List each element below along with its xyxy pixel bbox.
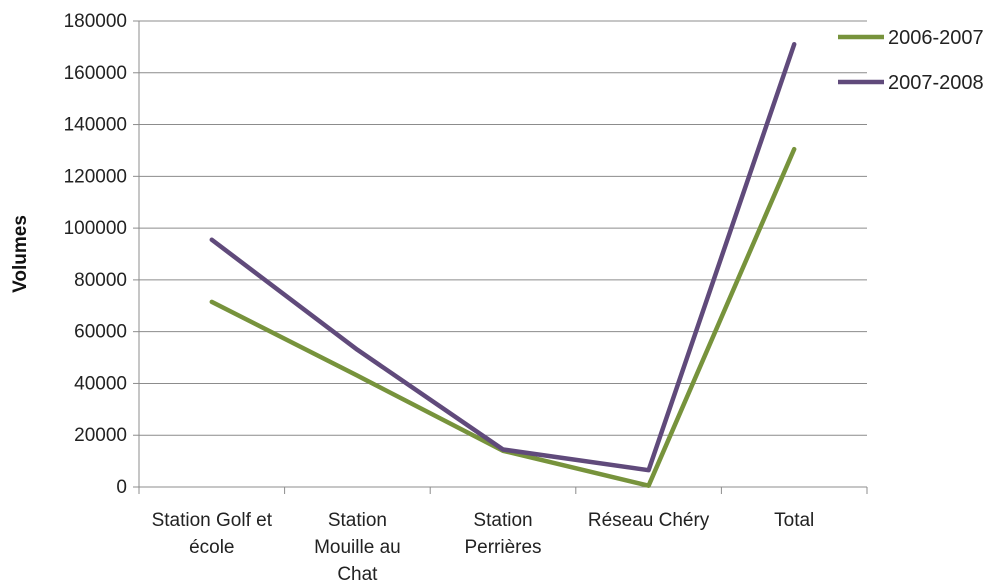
x-tick-label-line: Station Golf et (152, 510, 273, 531)
x-tick-label-line: école (189, 537, 234, 558)
y-tick-label: 120000 (64, 166, 127, 187)
x-tick-label: Réseau Chéry (588, 510, 710, 531)
y-tick-label: 60000 (74, 322, 127, 343)
x-tick-label-line: Station (473, 510, 532, 531)
series-lines (209, 42, 797, 488)
y-tick-label: 100000 (64, 218, 127, 239)
x-tick-label-line: Perrières (464, 537, 541, 558)
series-line-1 (209, 42, 797, 473)
x-tick-label: Station Golf et école (152, 510, 273, 558)
x-tick-label-line: Station (328, 510, 387, 531)
x-tick-label-line: Chat (337, 564, 378, 585)
y-tick-label: 80000 (74, 270, 127, 291)
legend-label: 2006-2007 (888, 27, 984, 49)
x-tick-label: Total (774, 510, 814, 531)
x-tick-label-line: Mouille au (314, 537, 401, 558)
y-tick-label: 40000 (74, 373, 127, 394)
y-tick-label: 140000 (64, 115, 127, 136)
legend: 2006-2007 2007-2008 (838, 27, 984, 94)
y-tick-label: 160000 (64, 63, 127, 84)
x-tick-label-line: Total (774, 510, 814, 531)
x-tick-label: Station Perrières (464, 510, 541, 558)
x-axis: Station Golf et école Station Mouille au Cha… (138, 487, 868, 585)
y-axis-label: Volumes (10, 215, 31, 293)
x-tick-label-line: Réseau Chéry (588, 510, 710, 531)
legend-label: 2007-2008 (888, 72, 984, 94)
y-tick-label: 0 (116, 477, 127, 498)
x-tick-label: Station Mouille au Chat (314, 510, 401, 585)
y-tick-label: 20000 (74, 425, 127, 446)
grid-lines (139, 20, 867, 488)
y-tick-label: 180000 (64, 11, 127, 32)
y-axis: 0 20000 40000 60000 80000 100000 120000 140000 1… (64, 11, 140, 498)
